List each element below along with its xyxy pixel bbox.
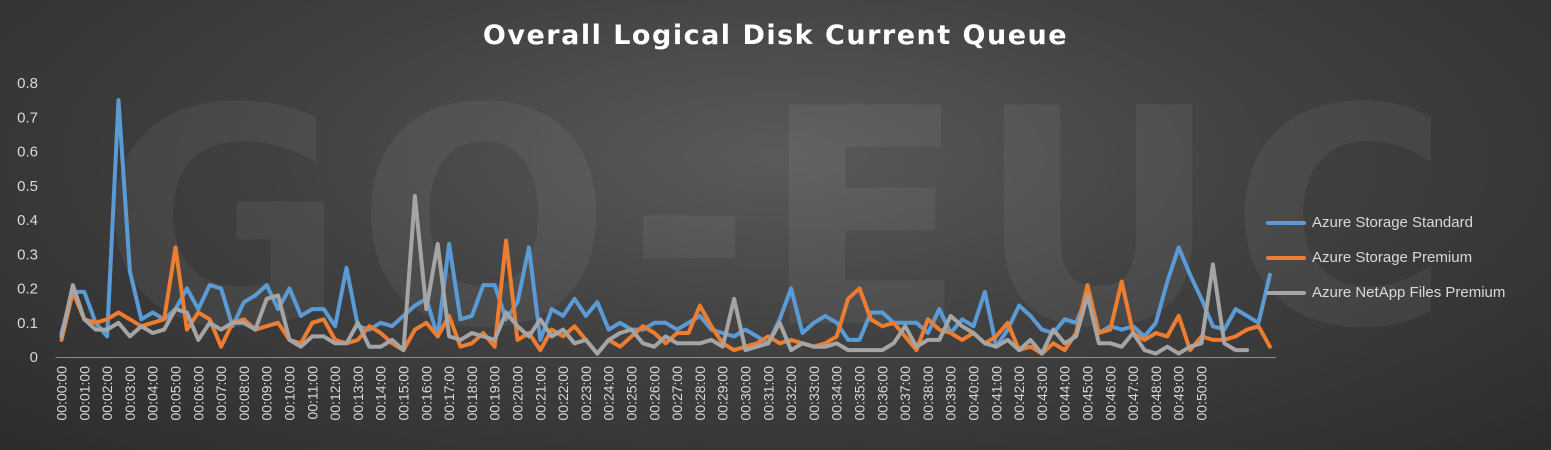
y-tick-label: 0.3 (17, 246, 38, 263)
x-tick-label: 00:19:00 (487, 366, 503, 421)
x-tick-label: 00:32:00 (783, 366, 799, 421)
x-tick-label: 00:06:00 (190, 366, 206, 421)
x-tick-label: 00:37:00 (897, 366, 913, 421)
x-tick-label: 00:44:00 (1057, 366, 1073, 421)
legend-item-standard[interactable]: Azure Storage Standard (1266, 205, 1546, 240)
x-tick-label: 00:11:00 (304, 366, 320, 420)
y-tick-label: 0.5 (17, 178, 38, 195)
x-tick-label: 00:22:00 (555, 366, 571, 421)
y-tick-label: 0.7 (17, 109, 38, 126)
x-tick-label: 00:50:00 (1194, 366, 1210, 421)
y-tick-label: 0.6 (17, 144, 38, 161)
x-tick-label: 00:43:00 (1034, 366, 1050, 421)
x-tick-label: 00:05:00 (168, 366, 184, 421)
legend-swatch-netapp (1266, 290, 1306, 295)
y-tick-label: 0.2 (17, 281, 38, 298)
legend-label-netapp: Azure NetApp Files Premium (1312, 284, 1506, 301)
legend-swatch-premium (1266, 255, 1306, 260)
x-tick-label: 00:25:00 (624, 366, 640, 421)
x-tick-label: 00:03:00 (122, 366, 138, 421)
series-lines (59, 98, 1272, 356)
x-tick-label: 00:12:00 (327, 366, 343, 421)
x-tick-label: 00:10:00 (282, 366, 298, 421)
series-line-2 (59, 194, 1250, 356)
x-tick-label: 00:16:00 (418, 366, 434, 421)
y-axis: 0 0.1 0.2 0.3 0.4 0.5 0.6 0.7 0.8 (17, 75, 38, 366)
x-tick-label: 00:35:00 (852, 366, 868, 421)
legend-label-premium: Azure Storage Premium (1312, 249, 1473, 266)
x-axis: 00:00:00 00:01:00 00:02:00 00:03:00 00:04:00… (54, 366, 1210, 421)
x-tick-label: 00:33:00 (806, 366, 822, 421)
x-tick-label: 00:08:00 (236, 366, 252, 421)
x-tick-label: 00:00:00 (54, 366, 70, 421)
x-tick-label: 00:41:00 (988, 366, 1004, 421)
legend-label-standard: Azure Storage Standard (1312, 214, 1473, 231)
legend-item-premium[interactable]: Azure Storage Premium (1266, 240, 1546, 275)
x-tick-label: 00:26:00 (646, 366, 662, 421)
x-tick-label: 00:42:00 (1011, 366, 1027, 421)
x-tick-label: 00:46:00 (1102, 366, 1118, 421)
x-tick-label: 00:47:00 (1125, 366, 1141, 421)
x-tick-label: 00:17:00 (441, 366, 457, 421)
y-tick-label: 0.1 (17, 315, 38, 332)
x-tick-label: 00:39:00 (943, 366, 959, 421)
x-tick-label: 00:38:00 (920, 366, 936, 421)
legend: Azure Storage Standard Azure Storage Pre… (1266, 205, 1546, 310)
x-tick-label: 00:01:00 (76, 366, 92, 421)
x-tick-label: 00:31:00 (760, 366, 776, 421)
x-tick-label: 00:29:00 (715, 366, 731, 421)
x-tick-label: 00:02:00 (99, 366, 115, 421)
x-tick-label: 00:28:00 (692, 366, 708, 421)
series-line-1 (59, 238, 1272, 356)
x-tick-label: 00:18:00 (464, 366, 480, 421)
x-tick-label: 00:23:00 (578, 366, 594, 421)
y-tick-label: 0 (30, 349, 38, 366)
legend-item-netapp[interactable]: Azure NetApp Files Premium (1266, 275, 1546, 310)
x-tick-label: 00:21:00 (532, 366, 548, 421)
x-tick-label: 00:09:00 (259, 366, 275, 421)
x-tick-label: 00:14:00 (373, 366, 389, 421)
legend-swatch-standard (1266, 220, 1306, 225)
x-tick-label: 00:15:00 (396, 366, 412, 421)
x-tick-label: 00:24:00 (601, 366, 617, 421)
x-tick-label: 00:49:00 (1171, 366, 1187, 421)
x-tick-label: 00:13:00 (350, 366, 366, 421)
x-tick-label: 00:36:00 (874, 366, 890, 421)
x-tick-label: 00:04:00 (145, 366, 161, 421)
x-tick-label: 00:34:00 (829, 366, 845, 421)
y-tick-label: 0.8 (17, 75, 38, 92)
x-tick-label: 00:20:00 (510, 366, 526, 421)
series-line-0 (59, 98, 1272, 349)
x-tick-label: 00:45:00 (1080, 366, 1096, 421)
x-tick-label: 00:48:00 (1148, 366, 1164, 421)
x-tick-label: 00:07:00 (213, 366, 229, 421)
x-tick-label: 00:27:00 (669, 366, 685, 421)
y-tick-label: 0.4 (17, 212, 38, 229)
chart-title: Overall Logical Disk Current Queue (482, 20, 1069, 51)
x-tick-label: 00:30:00 (738, 366, 754, 421)
x-tick-label: 00:40:00 (966, 366, 982, 421)
